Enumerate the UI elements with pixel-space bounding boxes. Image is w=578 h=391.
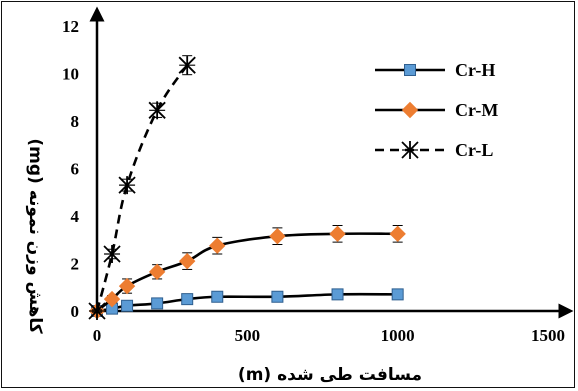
data-point-cr-m bbox=[269, 227, 286, 245]
legend-swatch-marker bbox=[401, 101, 419, 119]
y-tick-label: 6 bbox=[71, 160, 80, 179]
data-point-cr-h bbox=[211, 290, 224, 303]
x-tick-label: 0 bbox=[93, 326, 102, 345]
x-axis-title: مسافت طی شده (m) bbox=[238, 365, 422, 385]
x-tick-label: 1000 bbox=[381, 326, 415, 345]
legend-item-cr-m: Cr-M bbox=[375, 100, 498, 120]
x-tick-label: 1500 bbox=[531, 326, 565, 345]
legend-swatch-marker bbox=[404, 64, 416, 76]
y-tick-label: 2 bbox=[71, 255, 80, 274]
data-point-cr-l bbox=[88, 302, 106, 320]
legend-item-cr-l: Cr-L bbox=[375, 140, 493, 160]
legend-label: Cr-L bbox=[455, 140, 493, 160]
legend: Cr-H Cr-M Cr-L bbox=[375, 60, 498, 160]
data-point-cr-h bbox=[151, 297, 164, 310]
series-cr-l bbox=[88, 55, 196, 320]
data-point-cr-h bbox=[181, 293, 194, 306]
data-point-cr-l bbox=[178, 56, 196, 75]
data-point-cr-m bbox=[148, 263, 166, 281]
legend-label: Cr-M bbox=[455, 100, 498, 120]
y-tick-label: 10 bbox=[62, 65, 79, 84]
data-point-cr-m bbox=[178, 252, 196, 270]
y-tick-label: 0 bbox=[71, 302, 80, 321]
data-point-cr-m bbox=[118, 277, 136, 295]
data-point-cr-l bbox=[118, 176, 136, 195]
x-tick-label: 500 bbox=[235, 326, 261, 345]
data-point-cr-m bbox=[103, 290, 121, 308]
legend-item-cr-h: Cr-H bbox=[375, 60, 495, 80]
legend-swatch-marker bbox=[401, 141, 419, 159]
series-line-cr-l bbox=[95, 64, 189, 312]
data-point-cr-h bbox=[331, 288, 344, 301]
data-point-cr-m bbox=[209, 237, 226, 254]
data-point-cr-m bbox=[389, 225, 406, 243]
data-point-cr-l bbox=[103, 245, 121, 263]
axes bbox=[89, 6, 574, 319]
y-tick-label: 4 bbox=[71, 207, 80, 226]
plot-area bbox=[88, 55, 406, 320]
tick-labels: 0 500 1000 1500 0 2 4 6 8 10 12 bbox=[62, 17, 565, 345]
data-point-cr-l bbox=[148, 101, 166, 120]
series-line-cr-h bbox=[96, 292, 398, 313]
y-axis-title: کاهش وزن نمونه (mg) bbox=[25, 138, 45, 333]
data-point-cr-h bbox=[121, 299, 134, 312]
data-point-cr-m bbox=[329, 225, 346, 243]
series-cr-h bbox=[91, 288, 404, 317]
data-point-cr-h bbox=[271, 290, 284, 303]
data-point-cr-h bbox=[391, 288, 404, 301]
series-line-cr-m bbox=[96, 232, 398, 313]
y-tick-label: 8 bbox=[71, 112, 80, 131]
y-tick-label: 12 bbox=[62, 17, 79, 36]
legend-label: Cr-H bbox=[455, 60, 495, 80]
